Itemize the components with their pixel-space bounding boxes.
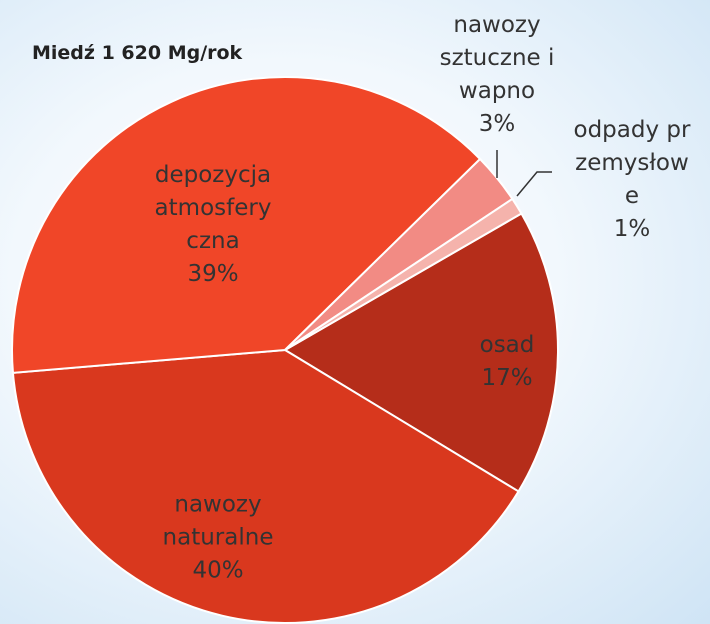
slice-label: depozycja atmosferyczna 39% — [154, 159, 272, 291]
slice-label: odpady przemysłowe 1% — [571, 114, 693, 246]
leader-line — [516, 171, 552, 197]
category-label: osad — [479, 332, 535, 358]
slice-label: osad 17% — [447, 329, 567, 395]
pie-slice — [11, 348, 520, 624]
category-label: depozycja atmosferyczna — [154, 162, 272, 254]
value-label: 3% — [478, 111, 516, 137]
pie-slice — [284, 197, 523, 351]
category-label: nawozy sztuczne i wapno — [439, 12, 555, 104]
value-label: 1% — [613, 216, 651, 242]
category-label: odpady przemysłowe — [573, 117, 691, 209]
pie-slice — [283, 212, 559, 493]
value-label: 17% — [481, 365, 533, 391]
category-label: nawozy naturalne — [162, 491, 274, 551]
value-label: 39% — [187, 261, 239, 287]
value-label: 40% — [192, 557, 244, 584]
slice-label: nawozy sztuczne i wapno 3% — [412, 9, 582, 141]
slice-label: nawozy naturalne 40% — [143, 489, 293, 588]
chart-title: Miedź 1 620 Mg/rok — [32, 42, 243, 64]
pie-slice — [11, 76, 482, 374]
